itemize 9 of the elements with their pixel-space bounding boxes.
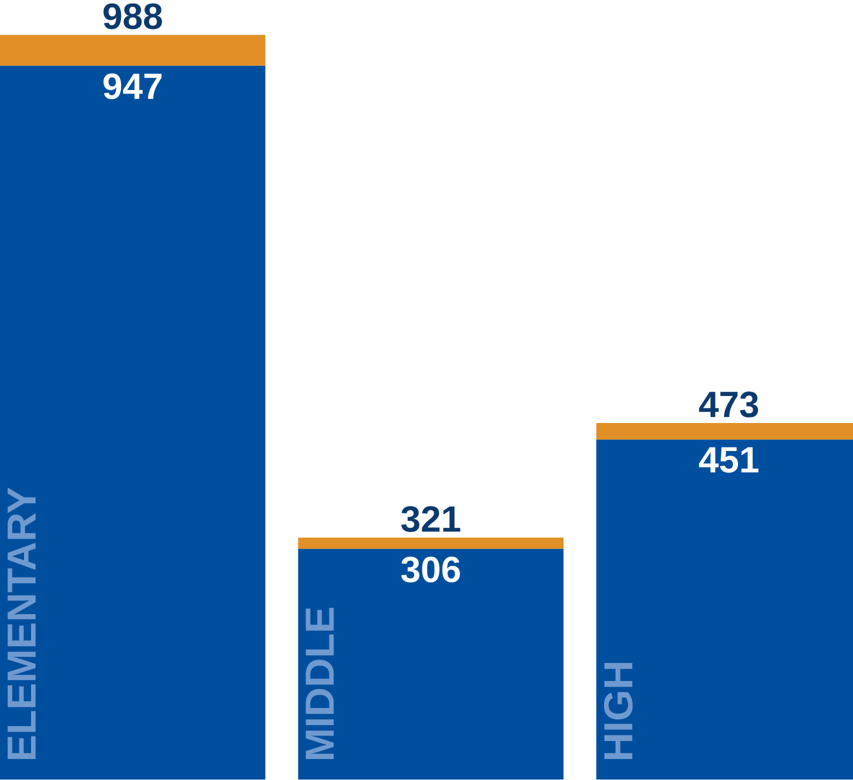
data-label: 947 <box>104 74 162 100</box>
data-label: 451 <box>699 447 758 473</box>
total-label: 988 <box>104 4 162 30</box>
x-tick-label: HIGH <box>604 663 633 760</box>
x-tick-label: ELEMENTARY <box>8 488 36 760</box>
total-label: 473 <box>699 392 758 418</box>
x-tick-label: MIDDLE <box>306 608 334 760</box>
total-label: 321 <box>401 506 460 532</box>
data-label: 306 <box>401 556 460 583</box>
